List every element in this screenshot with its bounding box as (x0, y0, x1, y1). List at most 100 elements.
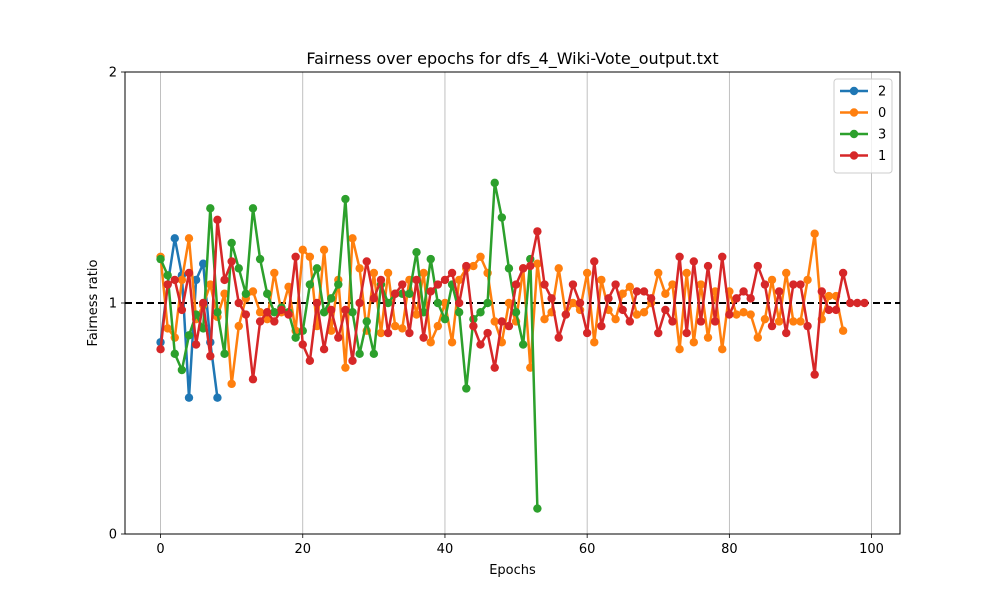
x-tick-label: 0 (156, 542, 164, 557)
data-point (533, 227, 542, 236)
data-point (419, 268, 428, 278)
data-point (390, 289, 400, 298)
data-point (483, 298, 492, 308)
data-point (504, 298, 514, 308)
data-point (803, 321, 812, 331)
data-point (191, 340, 201, 349)
data-point (255, 317, 265, 326)
data-point (860, 298, 869, 308)
legend-item-2: 2 (840, 85, 886, 100)
legend-item-3: 3 (840, 128, 886, 143)
data-point (796, 317, 805, 326)
legend-item-1: 1 (840, 149, 886, 164)
data-point (782, 268, 791, 278)
data-point (405, 328, 414, 338)
data-point (206, 204, 215, 213)
data-point (511, 308, 521, 317)
data-point (199, 259, 208, 268)
data-point (632, 287, 642, 296)
data-point (419, 333, 428, 342)
data-point (490, 363, 499, 372)
data-point (426, 254, 435, 264)
data-point (767, 321, 777, 331)
data-point (270, 308, 279, 317)
data-point (746, 310, 755, 319)
x-tick-label: 80 (721, 542, 738, 557)
data-point (291, 252, 300, 261)
series-layer (156, 178, 869, 513)
data-point (718, 345, 727, 354)
data-point (618, 305, 627, 315)
series-1 (156, 215, 869, 384)
data-point (412, 310, 421, 319)
data-point (277, 305, 286, 315)
data-point (305, 280, 315, 289)
data-point (376, 275, 386, 285)
x-tick-label: 60 (579, 542, 596, 557)
data-point (575, 298, 585, 308)
data-point (426, 338, 435, 347)
data-point (561, 310, 571, 319)
data-point (703, 333, 713, 342)
data-point (170, 349, 179, 359)
data-point (824, 305, 834, 315)
data-point (348, 356, 357, 365)
data-point (646, 294, 656, 303)
data-point (739, 308, 748, 317)
data-point (369, 349, 379, 359)
data-point (298, 340, 307, 349)
data-point (383, 298, 393, 308)
data-point (582, 328, 592, 338)
data-point (248, 375, 258, 384)
data-point (156, 254, 165, 264)
data-point (291, 333, 300, 342)
data-point (234, 321, 243, 331)
data-point (760, 314, 770, 324)
data-point (334, 333, 343, 342)
legend-label: 0 (878, 106, 886, 121)
data-point (163, 280, 172, 289)
data-point (767, 275, 777, 285)
data-point (305, 356, 315, 365)
data-point (326, 326, 336, 335)
data-point (789, 317, 798, 326)
data-point (355, 349, 364, 359)
data-point (518, 340, 528, 349)
data-point (199, 298, 208, 308)
data-point (618, 289, 627, 298)
data-point (248, 287, 258, 296)
data-point (355, 264, 364, 273)
data-point (227, 257, 236, 266)
data-point (383, 268, 393, 278)
data-point (341, 194, 350, 204)
legend-swatch-marker (849, 108, 859, 117)
data-point (540, 314, 549, 324)
data-point (334, 280, 343, 289)
data-point (710, 317, 720, 326)
data-point (810, 229, 819, 238)
data-point (213, 393, 222, 402)
data-point (533, 259, 542, 268)
data-point (590, 257, 599, 266)
data-point (590, 338, 599, 347)
data-point (639, 308, 649, 317)
series-0 (156, 229, 848, 389)
data-point (753, 261, 762, 271)
data-point (703, 261, 713, 271)
data-point (540, 280, 549, 289)
data-point (682, 328, 691, 338)
data-point (462, 261, 471, 271)
data-point (206, 351, 215, 361)
data-point (568, 280, 578, 289)
data-point (483, 328, 492, 338)
data-point (604, 294, 613, 303)
y-tick-label: 1 (109, 297, 117, 312)
data-point (668, 280, 677, 289)
data-point (405, 289, 414, 298)
data-point (824, 291, 834, 301)
data-point (312, 298, 322, 308)
data-point (156, 345, 165, 354)
data-point (632, 310, 642, 319)
data-point (511, 280, 521, 289)
data-point (206, 280, 215, 289)
